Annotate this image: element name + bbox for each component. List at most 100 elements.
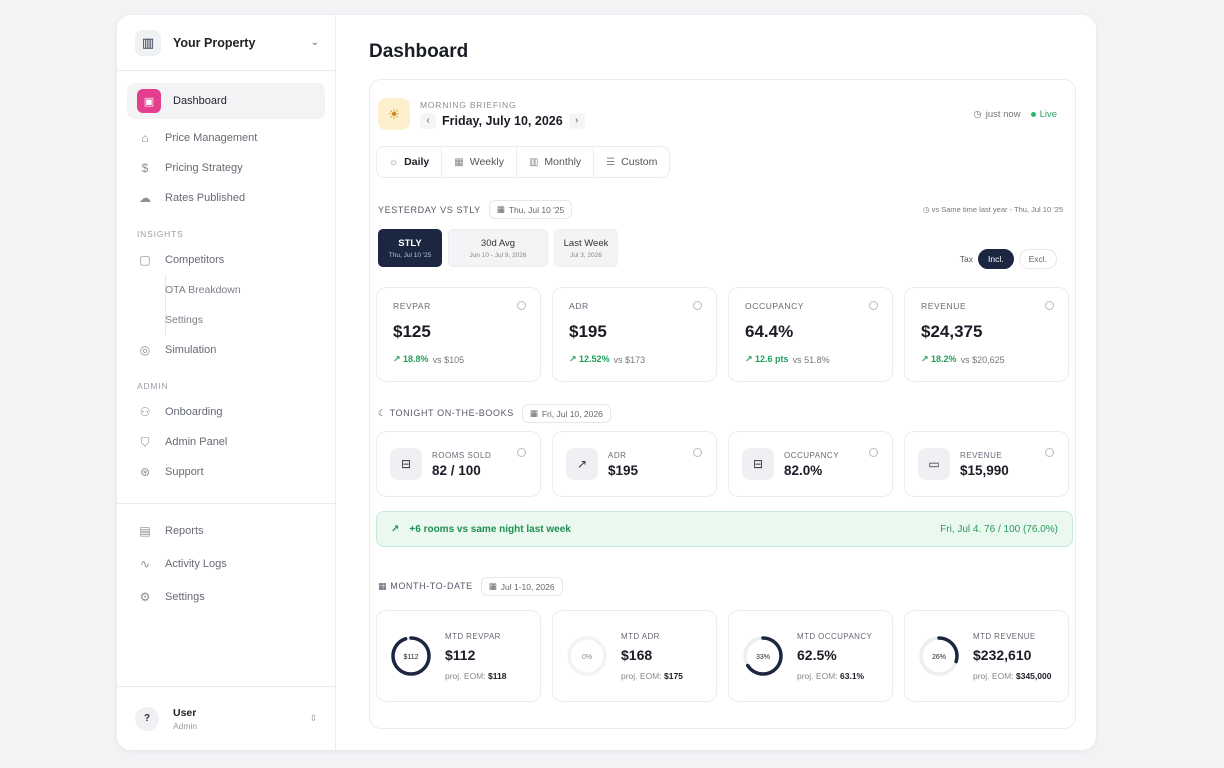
user-name: User (173, 706, 197, 719)
bed-icon: ⊟ (390, 448, 422, 480)
building-logo-icon: ▥ (135, 29, 161, 56)
info-icon[interactable] (693, 448, 702, 457)
tab-custom[interactable]: ☰ Custom (594, 147, 669, 177)
sliders-icon: ☰ (606, 156, 616, 168)
svg-text:33%: 33% (756, 654, 770, 661)
info-icon[interactable] (869, 301, 878, 310)
arrow-up-right-icon: ↗ (391, 523, 400, 535)
mtd-card-revpar: $112 MTD REVPAR $112 proj. EOM: $118 (376, 610, 541, 702)
comparison-note: ◷ vs Same time last year - Thu, Jul 10 '… (923, 205, 1063, 214)
briefing-label: MORNING BRIEFING (420, 99, 517, 110)
clock-icon: ◷ (973, 108, 982, 120)
tab-label: Daily (404, 156, 430, 168)
mtd-label: MTD ADR (621, 631, 660, 641)
activity-icon: ∿ (139, 557, 151, 571)
compare-title: Last Week (563, 237, 609, 249)
calendar-icon: ▦ (496, 204, 505, 214)
tab-daily[interactable]: ☼ Daily (377, 147, 443, 177)
sidebar-item-label: Admin Panel (165, 436, 228, 448)
tab-label: Custom (621, 156, 658, 168)
sidebar-item-label: Competitors (165, 254, 225, 266)
kpi-card-revenue: REVENUE $24,375 ↗ 18.2% vs $20,625 (904, 287, 1069, 382)
section-title: YESTERDAY VS STLY (378, 204, 481, 215)
sidebar-item-simulation[interactable]: ◎ Simulation (127, 335, 325, 365)
otb-card-revenue: ▭ REVENUE $15,990 (904, 431, 1069, 497)
tab-monthly[interactable]: ▥ Monthly (517, 147, 595, 177)
info-icon[interactable] (869, 448, 878, 457)
gear-icon: ⚙ (139, 590, 151, 604)
compare-sub: Thu, Jul 10 '25 (388, 251, 432, 259)
kpi-label: ADR (569, 301, 589, 311)
compare-30d-avg-button[interactable]: 30d Avg Jun 10 - Jul 9, 2026 (448, 229, 548, 267)
pace-banner: ↗ +6 rooms vs same night last week Fri, … (376, 511, 1073, 547)
sidebar-item-competitors[interactable]: ▢ Competitors (127, 245, 325, 275)
sun-icon: ☼ (389, 156, 399, 168)
bed-icon: ⊟ (742, 448, 774, 480)
date-chip-text: Fri, Jul 10, 2026 (541, 408, 603, 419)
sidebar-item-pricing-strategy[interactable]: $ Pricing Strategy (127, 153, 325, 183)
mtd-value: 62.5% (797, 646, 837, 663)
info-icon[interactable] (693, 301, 702, 310)
mtd-value: $112 (445, 646, 476, 663)
comparison-note-text: vs Same time last year - Thu, Jul 10 '25 (931, 205, 1063, 214)
kpi-delta: ↗ 18.2% (921, 354, 957, 364)
sidebar-subitem-label: OTA Breakdown (165, 284, 241, 296)
tab-label: Weekly (469, 156, 504, 168)
page-title: Dashboard (369, 41, 469, 62)
sidebar-item-label: Rates Published (165, 192, 246, 204)
sidebar-item-admin-panel[interactable]: ⛉ Admin Panel (127, 427, 325, 457)
sidebar-subitem-ota-breakdown[interactable]: OTA Breakdown (165, 275, 335, 305)
progress-ring: 26% (919, 636, 959, 676)
compare-title: 30d Avg (480, 237, 516, 249)
user-role: Admin (173, 720, 198, 731)
compare-last-week-button[interactable]: Last Week Jul 3, 2026 (554, 229, 618, 267)
user-menu[interactable]: ? User Admin ⇕ (117, 686, 335, 750)
sidebar-item-activity-logs[interactable]: ∿ Activity Logs (127, 549, 325, 579)
live-dot-icon (1030, 111, 1036, 117)
kpi-compare: vs $20,625 (960, 354, 1005, 365)
info-icon[interactable] (1045, 448, 1054, 457)
prev-day-button[interactable]: ‹ (420, 112, 436, 129)
kpi-delta: ↗ 12.6 pts (745, 354, 789, 364)
tax-excl-button[interactable]: Excl. (1018, 249, 1057, 269)
sidebar-subitem-settings[interactable]: Settings (165, 305, 335, 335)
kpi-value: $24,375 (921, 322, 983, 341)
mtd-card-revenue: 26% MTD REVENUE $232,610 proj. EOM: $345… (904, 610, 1069, 702)
main-content: Dashboard ☀ MORNING BRIEFING ‹ Friday, J… (336, 15, 1096, 750)
calendar-icon: ▦ (529, 408, 538, 418)
dashboard-icon: ▣ (137, 89, 161, 113)
kpi-grid: REVPAR $125 ↗ 18.8% vs $105 ADR $195 ↗ 12… (376, 287, 1069, 382)
info-icon[interactable] (517, 448, 526, 457)
updated-time: just now (985, 108, 1021, 120)
kpi-value: $195 (569, 322, 607, 341)
tax-incl-button[interactable]: Incl. (977, 249, 1014, 269)
mtd-projection-label: proj. EOM: (445, 670, 486, 681)
mtd-header: ▦ MONTH-TO-DATE ▦ Jul 1-10, 2026 (376, 577, 1069, 596)
kpi-label: REVPAR (393, 301, 431, 311)
mtd-card-adr: 0% MTD ADR $168 proj. EOM: $175 (552, 610, 717, 702)
otb-card-rooms-sold: ⊟ ROOMS SOLD 82 / 100 (376, 431, 541, 497)
otb-value: $15,990 (960, 462, 1009, 478)
sidebar-item-label: Reports (165, 525, 204, 537)
sidebar-item-rates-published[interactable]: ☁ Rates Published (127, 183, 325, 213)
info-icon[interactable] (517, 301, 526, 310)
lifebuoy-icon: ⊛ (139, 465, 151, 479)
compare-stly-button[interactable]: STLY Thu, Jul 10 '25 (378, 229, 442, 267)
property-selector[interactable]: ▥ Your Property ⌄ (117, 15, 335, 71)
sidebar-item-support[interactable]: ⊛ Support (127, 457, 325, 487)
sidebar-item-dashboard[interactable]: ▣ Dashboard (127, 83, 325, 119)
banner-text: +6 rooms vs same night last week (409, 523, 571, 535)
sidebar-item-settings[interactable]: ⚙ Settings (127, 582, 325, 612)
kpi-compare: vs 51.8% (792, 354, 830, 365)
bar-chart-icon: ▥ (528, 156, 539, 168)
mtd-value: $232,610 (973, 646, 1032, 663)
next-day-button[interactable]: › (568, 112, 585, 129)
info-icon[interactable] (1045, 301, 1054, 310)
mtd-label: MTD REVPAR (445, 631, 501, 641)
sidebar-item-reports[interactable]: ▤ Reports (127, 516, 325, 546)
sidebar-item-label: Price Management (165, 132, 258, 144)
sidebar-item-price-management[interactable]: ⌂ Price Management (127, 123, 325, 153)
compare-sub: Jun 10 - Jul 9, 2026 (469, 251, 527, 259)
tab-weekly[interactable]: ▦ Weekly (442, 147, 517, 177)
sidebar-item-onboarding[interactable]: ⚇ Onboarding (127, 397, 325, 427)
